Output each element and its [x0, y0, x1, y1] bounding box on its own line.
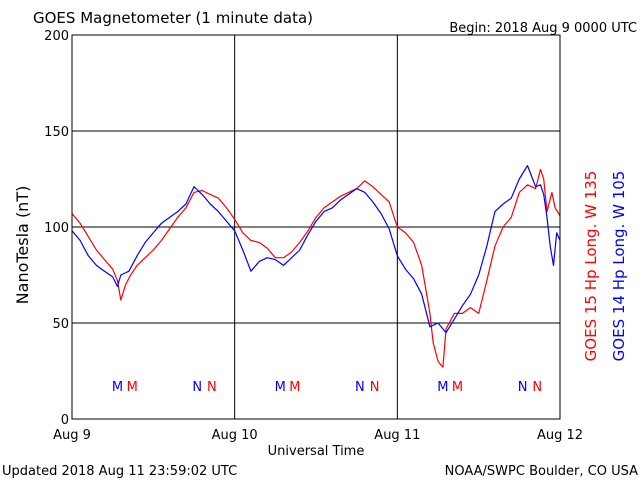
grid-lines — [72, 35, 560, 419]
y-axis-label: NanoTesla (nT) — [13, 186, 32, 305]
updated-timestamp: Updated 2018 Aug 11 23:59:02 UTC — [2, 464, 237, 479]
noon-marker: N — [355, 380, 365, 395]
midnight-marker: M — [112, 380, 123, 395]
x-tick-label: Aug 9 — [53, 428, 91, 443]
begin-time: Begin: 2018 Aug 9 0000 UTC — [449, 21, 637, 36]
y-tick-label: 100 — [44, 221, 69, 236]
midnight-marker: M — [437, 380, 448, 395]
legend-goes15: GOES 15 Hp Long. W 135 — [582, 171, 600, 362]
midnight-marker: M — [452, 380, 463, 395]
y-tick-label: 150 — [44, 125, 69, 140]
noon-marker: N — [532, 380, 542, 395]
noon-marker: N — [370, 380, 380, 395]
x-tick-label: Aug 10 — [212, 428, 258, 443]
plot-frame — [71, 34, 561, 420]
noon-marker: N — [207, 380, 217, 395]
midnight-marker: M — [289, 380, 300, 395]
x-axis-label: Universal Time — [268, 444, 365, 459]
credit-label: NOAA/SWPC Boulder, CO USA — [445, 464, 638, 479]
y-tick-label: 0 — [61, 413, 69, 428]
noon-marker: N — [518, 380, 528, 395]
noon-marker: N — [192, 380, 202, 395]
y-tick-label: 200 — [44, 29, 69, 44]
series-lines — [71, 165, 561, 368]
series-line-goes14 — [71, 165, 561, 334]
midnight-marker: M — [275, 380, 286, 395]
midnight-marker: M — [127, 380, 138, 395]
y-tick-label: 50 — [52, 317, 69, 332]
y-axis-ticks: 0 50 100 150 200 — [44, 29, 69, 428]
series-line-goes15 — [71, 168, 561, 368]
x-axis-ticks: Aug 9 Aug 10 Aug 11 Aug 12 — [53, 428, 583, 443]
x-tick-label: Aug 11 — [374, 428, 420, 443]
chart-title: GOES Magnetometer (1 minute data) — [33, 9, 313, 27]
legend-goes14: GOES 14 Hp Long. W 105 — [610, 171, 628, 362]
x-tick-label: Aug 12 — [537, 428, 583, 443]
